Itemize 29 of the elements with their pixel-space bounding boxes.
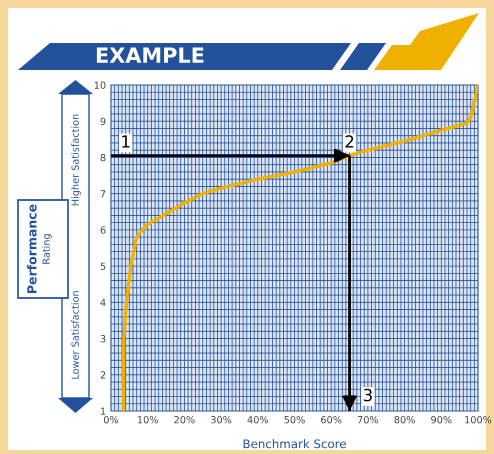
text: Lower Satisfaction (71, 291, 79, 379)
x-tick-label: 90% (431, 416, 452, 424)
y-tick-label: 6 (100, 226, 106, 234)
y-tick-label: 3 (100, 335, 106, 342)
text: Higher Satisfaction (71, 114, 81, 206)
annotation: 1 (122, 135, 130, 148)
annotation: 2 (345, 135, 354, 148)
chart-title: EXAMPLE (96, 48, 204, 63)
x-tick-label: 80% (394, 416, 415, 424)
x-tick-label: 10% (138, 416, 158, 424)
y-tick-label: 5 (100, 262, 106, 270)
y-tick-label: 10 (94, 81, 106, 89)
y-tick-label: 1 (101, 408, 106, 415)
y-tick-label: 7 (100, 190, 106, 198)
x-tick-label: 100% (465, 416, 492, 424)
y-axis-title: Performance Rating (26, 204, 52, 293)
y-tick-label: 9 (100, 118, 106, 126)
x-tick-label: 60% (321, 416, 342, 424)
x-tick-label: 0% (104, 416, 118, 424)
x-tick-label: 50% (284, 416, 305, 424)
x-axis-title: Benchmark Score (244, 439, 346, 448)
annotation: 3 (364, 388, 372, 402)
x-tick-label: 20% (174, 416, 195, 424)
x-tick-label: 70% (358, 416, 378, 424)
x-tick-label: 40% (247, 416, 268, 424)
y-tick-label: 4 (100, 298, 106, 306)
y-tick-label: 2 (100, 371, 106, 378)
y-tick-label: 8 (100, 154, 106, 162)
x-tick-label: 30% (211, 416, 232, 424)
